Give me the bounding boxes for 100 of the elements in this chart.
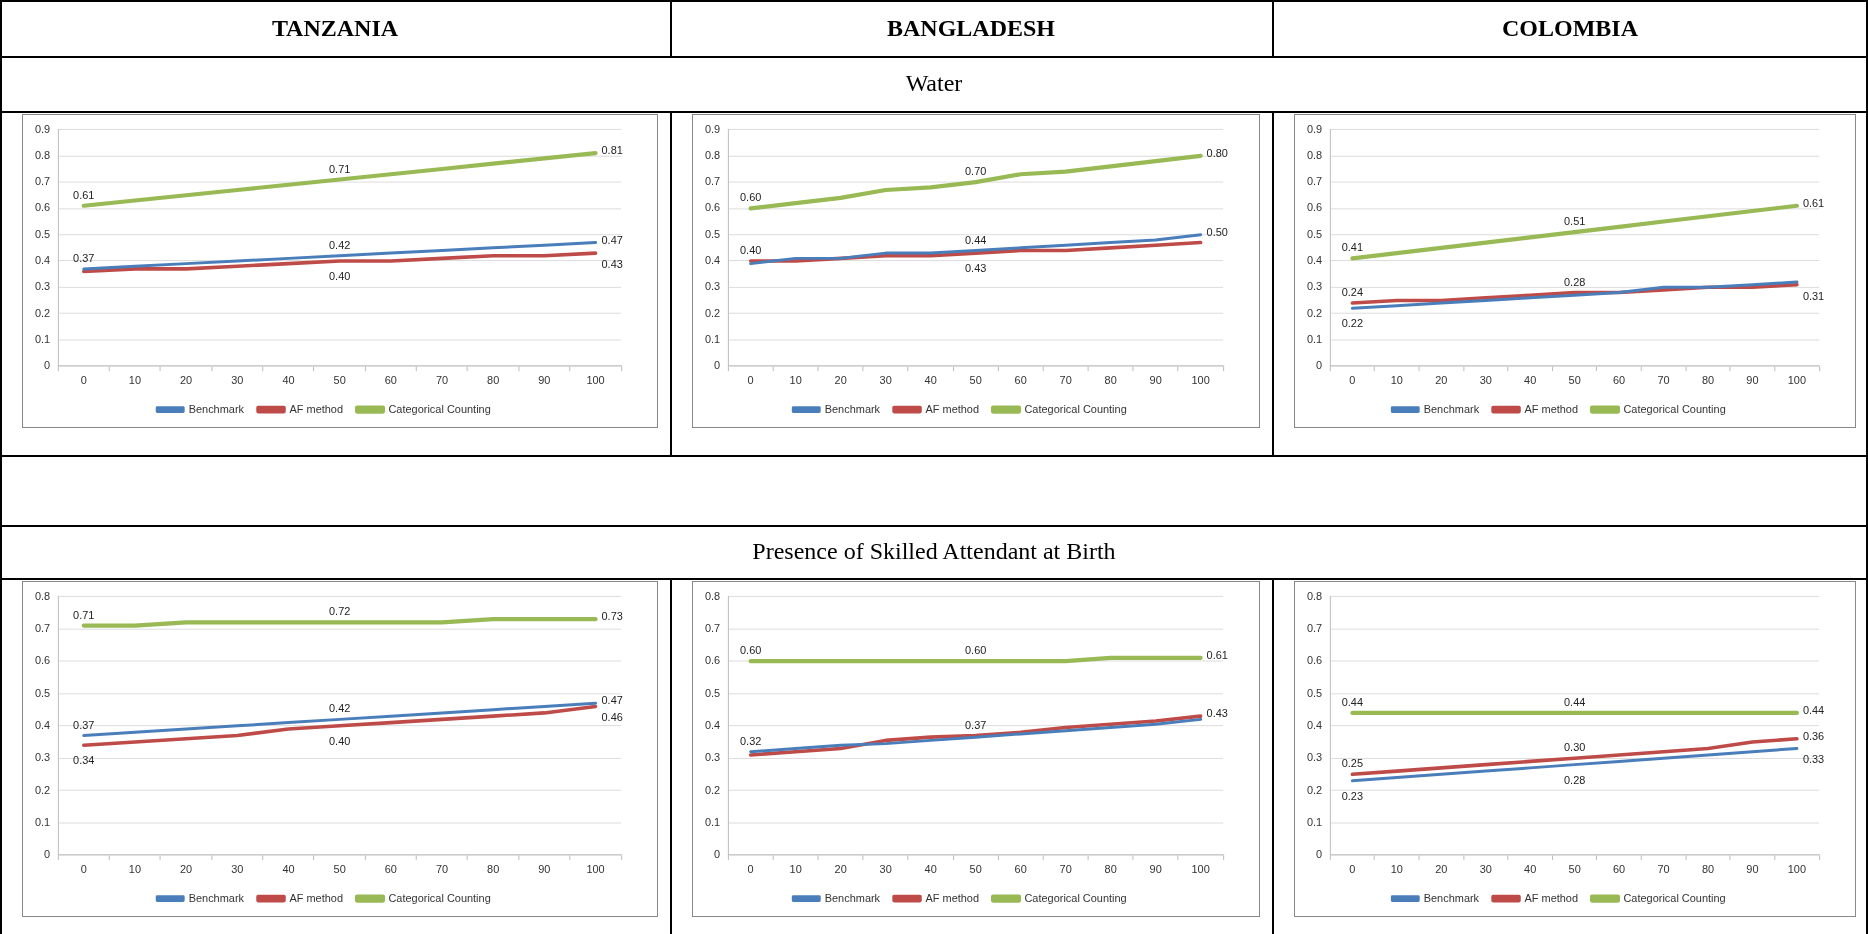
legend-label: Categorical Counting — [388, 402, 491, 415]
y-tick-label: 0.9 — [704, 122, 721, 135]
data-label: 0.72 — [328, 605, 351, 618]
y-tick-label: 0.2 — [704, 306, 721, 319]
legend-label: AF method — [925, 891, 980, 904]
data-label: 0.37 — [964, 718, 987, 731]
y-tick-label: 0.8 — [34, 589, 51, 602]
x-tick-label: 10 — [1390, 373, 1403, 386]
y-tick-label: 0.2 — [1306, 306, 1323, 319]
y-tick-label: 0.3 — [34, 751, 51, 764]
data-label: 0.51 — [1563, 215, 1586, 228]
y-tick-label: 0.1 — [704, 815, 721, 828]
y-tick-label: 0.2 — [704, 783, 721, 796]
legend-label: Categorical Counting — [1623, 402, 1726, 415]
data-label: 0.28 — [1563, 275, 1586, 288]
x-tick-label: 40 — [1524, 862, 1537, 875]
chart-title: COLOMBIA — [1501, 13, 1639, 43]
x-tick-label: 90 — [538, 862, 551, 875]
x-tick-label: 10 — [128, 373, 142, 386]
x-tick-label: 70 — [1059, 862, 1072, 875]
x-tick-label: 0 — [747, 373, 754, 386]
data-label: 0.60 — [964, 644, 987, 657]
x-tick-label: 30 — [231, 862, 244, 875]
x-tick-label: 60 — [1613, 862, 1626, 875]
x-tick-label: 20 — [1435, 373, 1448, 386]
data-label: 0.37 — [73, 251, 95, 264]
y-tick-label: 0.7 — [704, 621, 721, 634]
x-tick-label: 80 — [487, 373, 500, 386]
x-tick-label: 80 — [1701, 862, 1715, 875]
x-tick-label: 40 — [1524, 373, 1537, 386]
x-tick-label: 50 — [1568, 862, 1581, 875]
y-tick-label: 0.2 — [34, 306, 51, 319]
x-tick-label: 60 — [1613, 373, 1626, 386]
x-tick-label: 20 — [834, 373, 847, 386]
legend-label: AF method — [925, 402, 980, 415]
legend-label: Benchmark — [824, 891, 881, 904]
x-tick-label: 80 — [1104, 862, 1117, 875]
y-tick-label: 0.5 — [1306, 686, 1323, 699]
data-label: 0.60 — [740, 191, 762, 204]
y-tick-label: 0.6 — [34, 201, 51, 214]
y-tick-label: 0.9 — [1306, 122, 1323, 135]
data-label: 0.33 — [1802, 753, 1825, 766]
x-tick-label: 20 — [1435, 862, 1448, 875]
x-tick-label: 80 — [487, 862, 500, 875]
data-label: 0.43 — [964, 262, 987, 275]
x-tick-label: 0 — [80, 373, 87, 386]
x-tick-label: 0 — [1349, 373, 1356, 386]
data-label: 0.22 — [1341, 317, 1364, 330]
chart-title: TANZANIA — [270, 13, 400, 43]
data-label: 0.44 — [964, 233, 987, 246]
legend-label: Benchmark — [188, 891, 245, 904]
x-tick-label: 20 — [180, 862, 193, 875]
data-label: 0.60 — [740, 644, 762, 657]
y-tick-label: 0.1 — [34, 332, 51, 345]
x-tick-label: 100 — [1191, 862, 1210, 875]
data-label: 0.42 — [328, 702, 351, 715]
x-tick-label: 90 — [1149, 862, 1162, 875]
chart-title: BANGLADESH — [885, 13, 1056, 43]
x-tick-label: 80 — [1701, 373, 1715, 386]
legend-label: AF method — [289, 402, 344, 415]
data-label: 0.25 — [1341, 757, 1364, 770]
text: Water — [904, 69, 964, 98]
x-tick-label: 90 — [538, 373, 551, 386]
x-tick-label: 10 — [789, 862, 802, 875]
y-tick-label: 0 — [1316, 359, 1323, 372]
data-label: 0.37 — [73, 718, 95, 731]
legend-label: Categorical Counting — [1623, 891, 1726, 904]
y-tick-label: 0.4 — [34, 254, 51, 267]
legend-label: Categorical Counting — [1024, 891, 1127, 904]
y-tick-label: 0.1 — [1306, 815, 1323, 828]
legend-label: Benchmark — [1423, 402, 1480, 415]
y-tick-label: 0.7 — [1306, 621, 1323, 634]
y-tick-label: 0.7 — [704, 175, 721, 188]
x-tick-label: 60 — [1014, 373, 1027, 386]
data-label: 0.44 — [1802, 703, 1825, 716]
data-label: 0.44 — [1341, 695, 1364, 708]
x-tick-label: 60 — [384, 373, 397, 386]
data-label: 0.23 — [1341, 789, 1364, 802]
data-label: 0.61 — [1206, 648, 1228, 661]
y-tick-label: 0.5 — [704, 227, 721, 240]
y-tick-label: 0.3 — [704, 280, 721, 293]
x-tick-label: 10 — [1390, 862, 1403, 875]
x-tick-label: 40 — [282, 862, 295, 875]
y-tick-label: 0.1 — [704, 332, 721, 345]
data-label: 0.40 — [328, 734, 351, 747]
y-tick-label: 0.5 — [34, 686, 51, 699]
y-tick-label: 0.3 — [1306, 280, 1323, 293]
x-tick-label: 90 — [1149, 373, 1162, 386]
x-tick-label: 10 — [789, 373, 802, 386]
x-tick-label: 100 — [586, 862, 605, 875]
y-tick-label: 0 — [714, 848, 721, 861]
x-tick-label: 30 — [1479, 862, 1492, 875]
y-tick-label: 0.8 — [1306, 148, 1323, 161]
legend-label: AF method — [289, 891, 344, 904]
x-tick-label: 30 — [879, 373, 892, 386]
x-tick-label: 90 — [1746, 373, 1759, 386]
data-label: 0.28 — [1563, 773, 1586, 786]
data-label: 0.41 — [1341, 241, 1364, 254]
y-tick-label: 0.3 — [34, 280, 51, 293]
legend-label: Benchmark — [1423, 891, 1480, 904]
